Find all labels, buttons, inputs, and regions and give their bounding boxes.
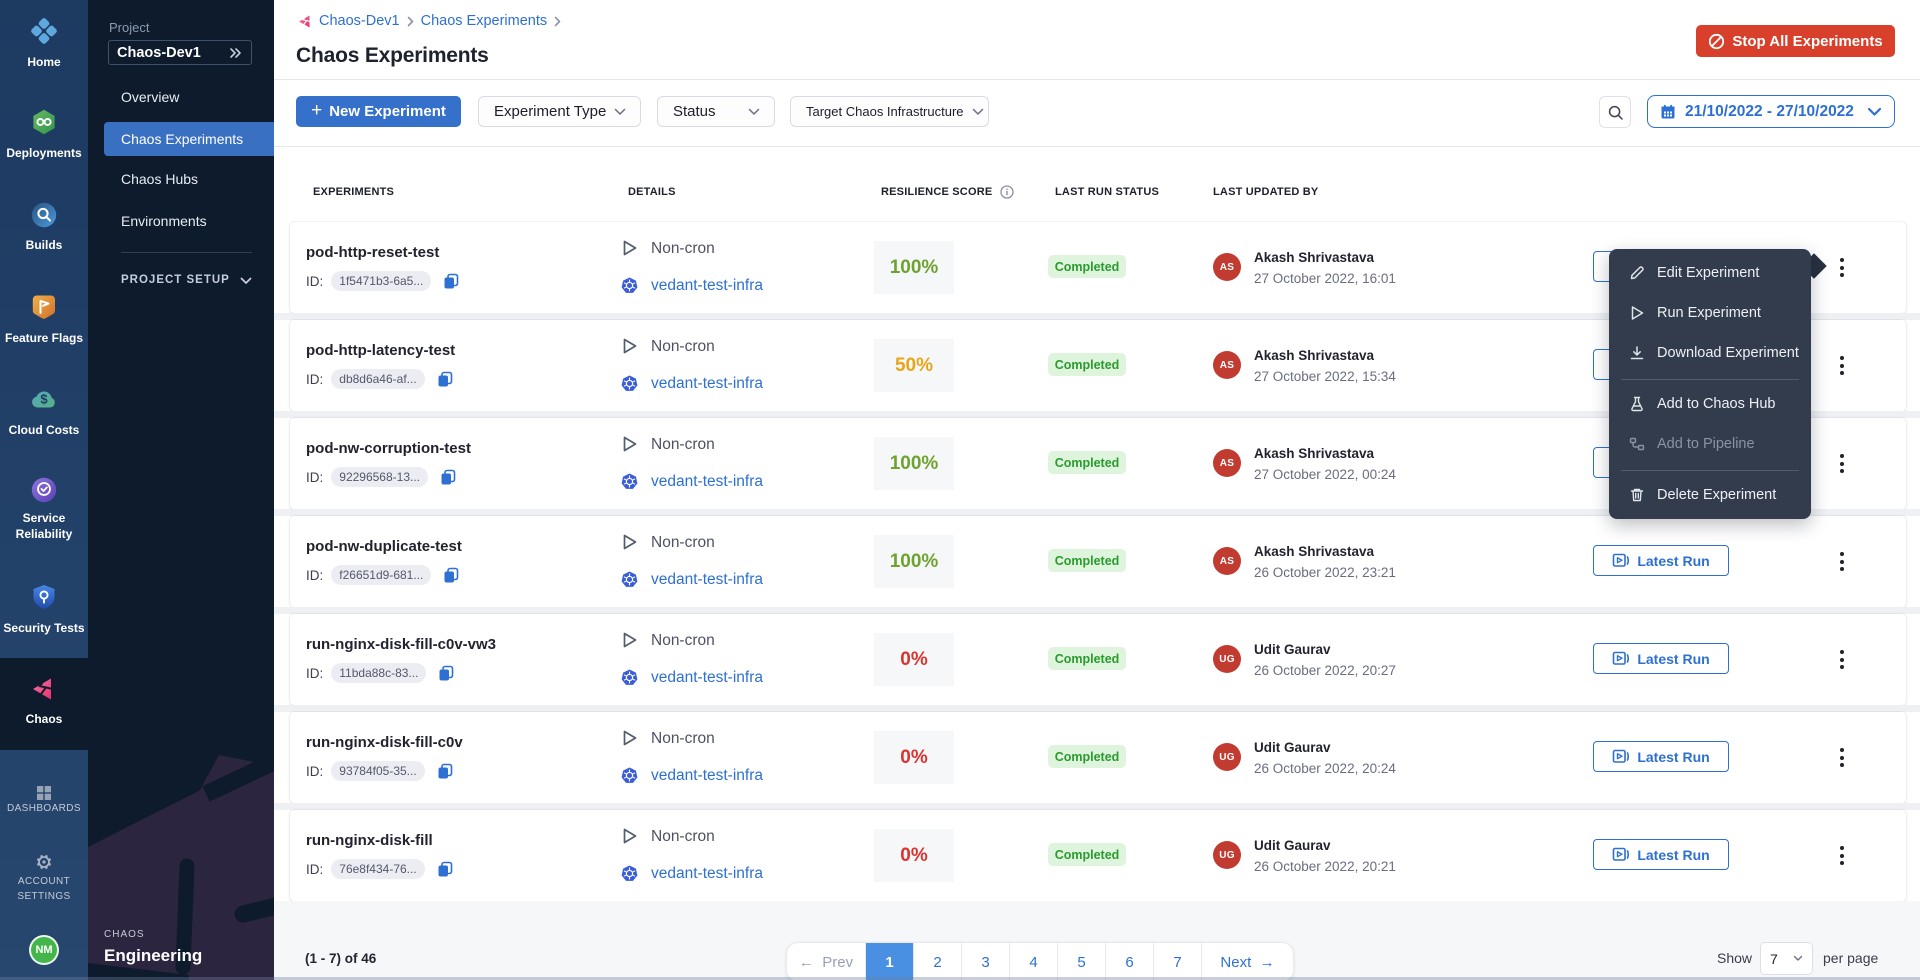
svg-text:$: $ [40, 392, 48, 407]
